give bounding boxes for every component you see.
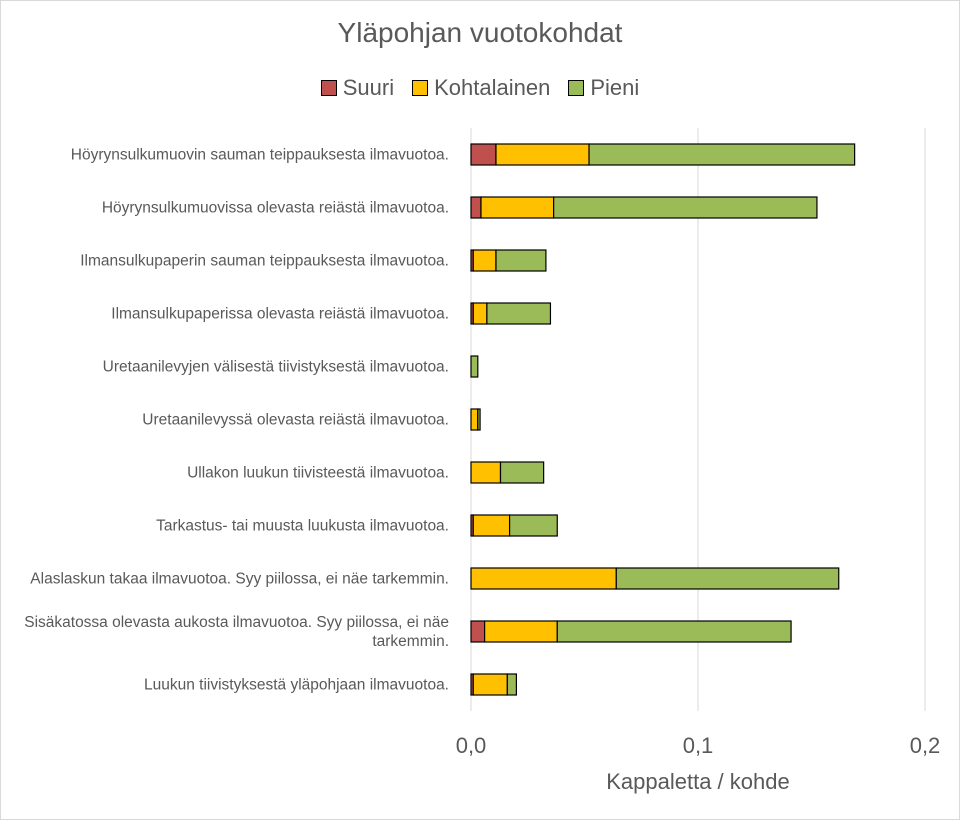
x-axis-title: Kappaletta / kohde [606, 769, 790, 794]
y-tick-label: Tarkastus- tai muusta luukusta ilmavuoto… [156, 517, 449, 534]
legend-swatch [412, 80, 429, 96]
x-tick-label: 0,0 [455, 733, 487, 758]
bar-segment [553, 196, 818, 219]
y-tick-label: Uretaanilevyssä olevasta reiästä ilmavuo… [142, 411, 449, 428]
bar-segment [472, 514, 511, 537]
bar-segment [495, 249, 547, 272]
bar-segment [470, 620, 486, 643]
bar-segment [470, 408, 479, 431]
bar-segment [470, 461, 502, 484]
bar-segment [615, 567, 840, 590]
bar-segment [506, 673, 518, 696]
y-tick-label: Uretaanilevyjen välisestä tiivistyksestä… [102, 358, 449, 375]
legend-label: Pieni [590, 75, 640, 100]
bar-segment [470, 196, 482, 219]
bar-segment [472, 302, 488, 325]
x-tick-label: 0,1 [682, 733, 714, 758]
y-tick-label: Sisäkatossa olevasta aukosta ilmavuotoa.… [24, 613, 449, 650]
bar-segment [477, 408, 481, 431]
chart-title: Yläpohjan vuotokohdat [337, 17, 623, 48]
y-tick-label: Luukun tiivistyksestä yläpohjaan ilmavuo… [143, 676, 449, 693]
bar-segment [556, 620, 792, 643]
bar-segment [472, 249, 497, 272]
legend: Suuri Kohtalainen Pieni [1, 75, 959, 101]
legend-item: Suuri [320, 75, 395, 101]
y-tick-label: Alaslaskun takaa ilmavuotoa. Syy piiloss… [30, 570, 449, 587]
bar-segment [472, 673, 508, 696]
legend-item: Pieni [568, 75, 639, 101]
bar-segment [486, 302, 552, 325]
bar-segment [495, 143, 590, 166]
legend-swatch [568, 80, 585, 96]
legend-swatch [320, 80, 337, 96]
bar-segment [470, 143, 497, 166]
bar-segment [470, 567, 617, 590]
bar-segment [470, 355, 479, 378]
bar-segment [480, 196, 555, 219]
y-tick-label: Ilmansulkupaperin sauman teippauksesta i… [80, 252, 449, 269]
legend-item: Kohtalainen [412, 75, 550, 101]
bar-segment [499, 461, 545, 484]
y-tick-label: Höyrynsulkumuovin sauman teippauksesta i… [70, 146, 449, 163]
x-tick-label: 0,2 [909, 733, 941, 758]
y-tick-label: Ilmansulkupaperissa olevasta reiästä ilm… [111, 305, 449, 322]
legend-label: Kohtalainen [434, 75, 551, 100]
y-tick-label: Ullakon luukun tiivisteestä ilmavuotoa. [187, 464, 449, 481]
legend-label: Suuri [342, 75, 395, 100]
bar-segment [588, 143, 856, 166]
bar-segment [508, 514, 558, 537]
bar-segment [484, 620, 558, 643]
y-tick-label: Höyrynsulkumuovissa olevasta reiästä ilm… [101, 199, 449, 216]
